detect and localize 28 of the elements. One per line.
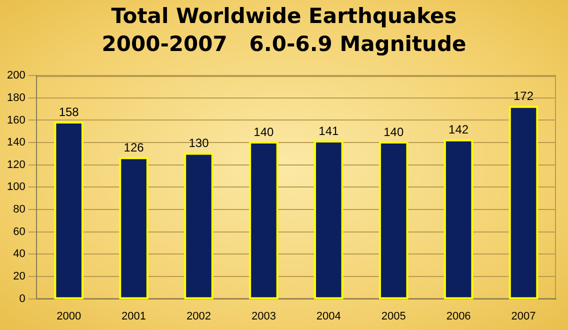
y-tick-label: 140 bbox=[6, 136, 26, 149]
y-tick-label: 120 bbox=[6, 158, 26, 171]
x-tick-label: 2007 bbox=[511, 310, 536, 322]
data-label: 126 bbox=[124, 140, 144, 154]
x-tick-label: 2000 bbox=[56, 310, 82, 322]
y-tick-label: 100 bbox=[6, 181, 26, 194]
x-tick-label: 2006 bbox=[446, 310, 471, 322]
x-tick-label: 2003 bbox=[251, 310, 276, 322]
y-tick-label: 20 bbox=[13, 270, 26, 283]
y-tick-label: 200 bbox=[6, 70, 26, 82]
x-tick-label: 2004 bbox=[316, 310, 341, 322]
data-label: 140 bbox=[384, 124, 404, 139]
data-label: 142 bbox=[448, 122, 469, 137]
x-tick-label: 2005 bbox=[381, 310, 406, 322]
y-tick-label: 0 bbox=[19, 292, 26, 305]
y-tick-label: 40 bbox=[13, 248, 26, 260]
data-label: 158 bbox=[58, 104, 80, 119]
data-label: 140 bbox=[254, 124, 274, 139]
data-label: 141 bbox=[318, 124, 339, 138]
data-label: 172 bbox=[514, 89, 534, 104]
chart-title: Total Worldwide Earthquakes 2000-2007 6.0-6.9 Magnitude bbox=[100, 3, 468, 58]
y-tick-label: 60 bbox=[13, 226, 26, 238]
x-tick-label: 2001 bbox=[122, 310, 146, 322]
y-tick-label: 80 bbox=[13, 204, 26, 216]
y-tick-label: 180 bbox=[6, 92, 26, 104]
x-tick-label: 2002 bbox=[186, 310, 211, 322]
y-tick-label: 160 bbox=[6, 114, 26, 126]
data-label: 130 bbox=[188, 136, 210, 150]
